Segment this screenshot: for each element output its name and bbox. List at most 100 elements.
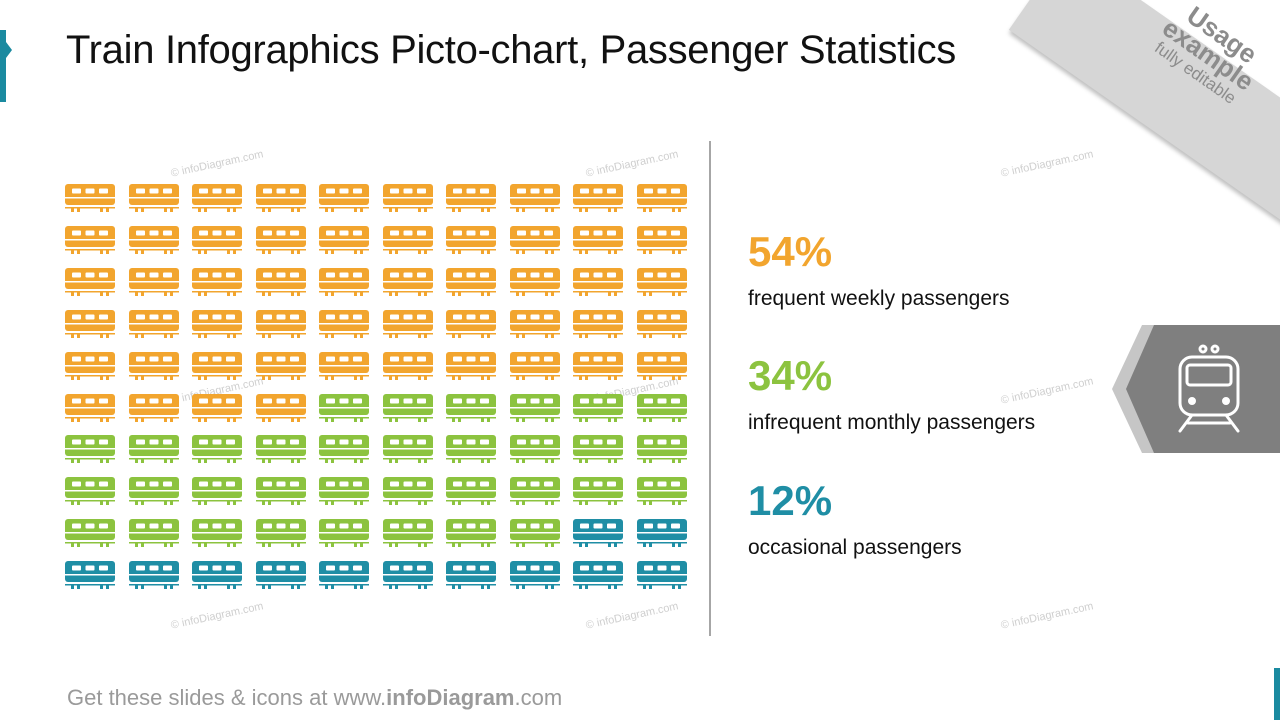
- train-car-icon: [255, 267, 306, 296]
- train-car-icon: [192, 519, 242, 548]
- train-car-icon: [446, 393, 496, 422]
- train-car-icon: [65, 351, 115, 380]
- train-car-icon: [446, 561, 496, 590]
- stat-label: occasional passengers: [748, 536, 962, 559]
- train-car-icon: [382, 393, 433, 422]
- stat-label: infrequent monthly passengers: [748, 411, 1036, 434]
- train-car-icon: [128, 393, 179, 422]
- train-car-icon: [573, 225, 623, 254]
- train-car-icon: [446, 225, 496, 254]
- train-car-icon: [636, 184, 687, 212]
- train-car-icon: [636, 519, 687, 548]
- train-car-icon: [446, 267, 496, 296]
- train-car-icon: [382, 561, 433, 590]
- train-car-icon: [319, 184, 369, 212]
- train-car-icon: [382, 225, 433, 254]
- train-car-icon: [128, 561, 179, 590]
- train-car-icon: [382, 477, 433, 506]
- train-car-icon: [319, 309, 369, 338]
- train-car-icon: [319, 225, 369, 254]
- train-car-icon: [255, 435, 306, 464]
- train-car-icon: [573, 477, 623, 506]
- train-car-icon: [255, 519, 306, 548]
- train-car-icon: [255, 393, 306, 422]
- train-car-icon: [192, 477, 242, 506]
- vertical-divider: [709, 141, 711, 636]
- train-car-icon: [509, 309, 560, 338]
- train-car-icon: [573, 184, 623, 212]
- train-car-icon: [65, 267, 115, 296]
- train-car-icon: [446, 477, 496, 506]
- train-car-icon: [446, 309, 496, 338]
- train-car-icon: [255, 225, 306, 254]
- train-car-icon: [192, 351, 242, 380]
- watermark: © infoDiagram.com: [999, 148, 1095, 180]
- train-car-icon: [509, 519, 560, 548]
- train-car-icon: [65, 435, 115, 464]
- train-car-icon: [255, 309, 306, 338]
- train-car-icon: [255, 184, 306, 212]
- train-car-icon: [636, 393, 687, 422]
- train-car-icon: [255, 351, 306, 380]
- watermark: © infoDiagram.com: [999, 600, 1095, 632]
- train-car-icon: [65, 519, 115, 548]
- train-car-icon: [636, 561, 687, 590]
- train-car-icon: [319, 477, 369, 506]
- train-car-icon: [509, 184, 560, 212]
- train-car-icon: [128, 225, 179, 254]
- train-car-icon: [509, 351, 560, 380]
- train-car-icon: [382, 435, 433, 464]
- stat-occasional: 12% occasional passengers: [748, 480, 962, 560]
- train-car-icon: [128, 519, 179, 548]
- train-car-icon: [636, 267, 687, 296]
- train-car-icon: [382, 519, 433, 548]
- train-car-icon: [573, 267, 623, 296]
- train-car-icon: [255, 477, 306, 506]
- train-car-icon: [192, 393, 242, 422]
- train-car-icon: [382, 267, 433, 296]
- train-car-icon: [65, 561, 115, 590]
- footer-prefix: Get these slides & icons at www.: [67, 685, 387, 710]
- train-car-icon: [509, 435, 560, 464]
- right-accent-bar: [1274, 668, 1280, 720]
- train-car-icon: [573, 393, 623, 422]
- train-car-icon: [509, 393, 560, 422]
- train-car-icon: [573, 561, 623, 590]
- footer-suffix: .com: [514, 685, 563, 710]
- train-car-icon: [509, 267, 560, 296]
- train-car-icon: [573, 519, 623, 548]
- watermark: © infoDiagram.com: [584, 148, 680, 180]
- train-car-icon: [573, 309, 623, 338]
- train-car-icon: [319, 267, 369, 296]
- train-car-icon: [192, 435, 242, 464]
- train-car-icon: [382, 351, 433, 380]
- train-car-icon: [192, 561, 242, 590]
- footer-brand: infoDiagram: [386, 685, 515, 710]
- stat-monthly: 34% infrequent monthly passengers: [748, 355, 1035, 435]
- train-car-icon: [636, 351, 687, 380]
- stat-percent: 12%: [748, 477, 833, 524]
- watermark: © infoDiagram.com: [169, 148, 265, 180]
- footer: Get these slides & icons at www.infoDiag…: [67, 685, 562, 711]
- train-car-icon: [319, 519, 369, 548]
- page-title: Train Infographics Picto-chart, Passenge…: [66, 28, 956, 72]
- train-car-icon: [192, 309, 242, 338]
- watermark: © infoDiagram.com: [584, 600, 680, 632]
- train-car-icon: [509, 477, 560, 506]
- train-car-icon: [65, 309, 115, 338]
- train-car-icon: [382, 184, 433, 212]
- train-car-icon: [573, 351, 623, 380]
- train-car-icon: [65, 184, 115, 212]
- pictogram-chart: [65, 184, 689, 594]
- train-car-icon: [509, 561, 560, 590]
- train-car-icon: [573, 435, 623, 464]
- train-car-icon: [128, 309, 179, 338]
- train-car-icon: [65, 477, 115, 506]
- train-car-icon: [446, 184, 496, 212]
- train-car-icon: [636, 477, 687, 506]
- train-car-icon: [128, 477, 179, 506]
- stat-percent: 34%: [748, 352, 833, 399]
- train-car-icon: [446, 351, 496, 380]
- train-car-icon: [65, 393, 115, 422]
- train-car-icon: [319, 561, 369, 590]
